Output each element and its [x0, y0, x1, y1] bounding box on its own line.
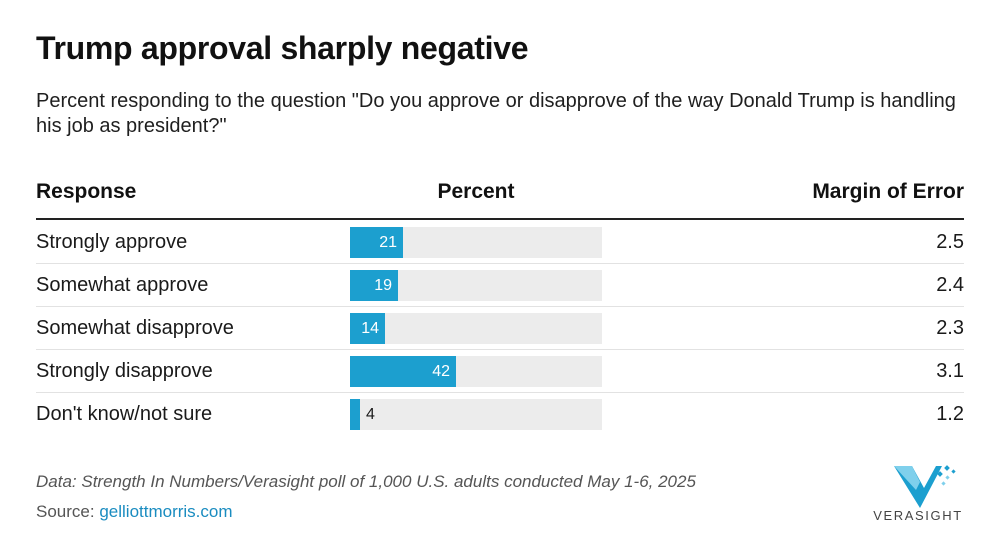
margin-of-error-value: 2.4 — [936, 274, 964, 296]
response-label: Strongly approve — [36, 231, 188, 253]
percent-value-label: 21 — [379, 234, 397, 251]
data-note: Data: Strength In Numbers/Verasight poll… — [36, 472, 696, 491]
margin-of-error-value: 2.5 — [936, 231, 964, 253]
bar-track: 42 — [350, 356, 602, 387]
percent-bar — [350, 313, 385, 344]
column-header-percent: Percent — [437, 180, 515, 203]
response-label: Somewhat approve — [36, 274, 209, 296]
response-label: Somewhat disapprove — [36, 317, 234, 339]
percent-bar — [350, 270, 398, 301]
percent-value-label: 4 — [366, 406, 375, 423]
table-row: Somewhat disapprove 14 2.3 — [36, 307, 964, 350]
header-divider — [36, 218, 964, 220]
source-link[interactable]: gelliottmorris.com — [99, 502, 233, 521]
margin-of-error-value: 1.2 — [936, 403, 964, 425]
bar-track: 19 — [350, 270, 602, 301]
source-label: Source: — [36, 502, 95, 521]
margin-of-error-value: 2.3 — [936, 317, 964, 339]
table-row: Strongly approve 21 2.5 — [36, 221, 964, 264]
margin-of-error-value: 3.1 — [936, 360, 964, 382]
table-row: Don't know/not sure 4 1.2 — [36, 393, 964, 435]
column-header-response: Response — [36, 180, 137, 203]
bar-track: 4 — [350, 399, 602, 430]
table-row: Somewhat approve 19 2.4 — [36, 264, 964, 307]
percent-value-label: 42 — [432, 363, 450, 380]
verasight-logo-icon — [894, 465, 956, 508]
table-row: Strongly disapprove 42 3.1 — [36, 350, 964, 393]
chart-subtitle: Percent responding to the question "Do y… — [36, 90, 956, 137]
response-label: Strongly disapprove — [36, 360, 213, 382]
percent-bar — [350, 399, 360, 430]
percent-bar — [350, 227, 403, 258]
bar-track: 14 — [350, 313, 602, 344]
verasight-logo-text: VERASIGHT — [873, 508, 963, 523]
percent-value-label: 19 — [374, 277, 392, 294]
response-label: Don't know/not sure — [36, 403, 213, 425]
bar-track: 21 — [350, 227, 602, 258]
chart-title: Trump approval sharply negative — [36, 30, 529, 66]
table-body: Strongly approve 21 2.5 Somewhat approve 19 2… — [36, 221, 964, 435]
percent-value-label: 14 — [361, 320, 379, 337]
source-line: Source: gelliottmorris.com — [36, 502, 233, 522]
column-header-margin-of-error: Margin of Error — [812, 180, 964, 203]
percent-bar — [350, 356, 456, 387]
